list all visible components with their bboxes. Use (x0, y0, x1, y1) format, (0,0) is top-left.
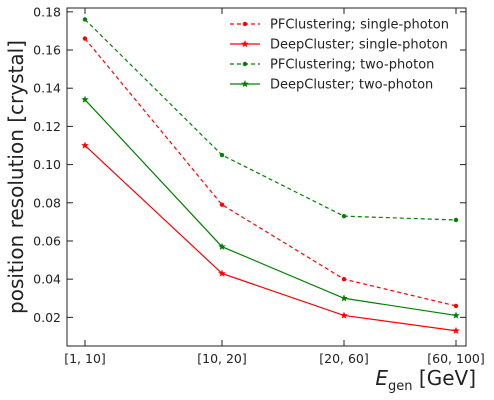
data-point (218, 269, 226, 277)
legend-label: DeepCluster; single-photon (270, 38, 448, 53)
legend-marker (241, 40, 249, 48)
x-axis-label-symbol: E (375, 366, 388, 390)
series-line (84, 38, 457, 307)
data-point (219, 152, 225, 158)
y-axis-label: position resolution [crystal] (4, 40, 28, 314)
data-point (340, 311, 348, 319)
legend-marker (242, 21, 248, 27)
y-tick-label: 0.16 (33, 43, 61, 58)
y-tick-label: 0.08 (33, 195, 61, 210)
legend-item: PFClustering; two-photon (230, 58, 434, 73)
data-point (341, 213, 347, 219)
x-axis: [1, 10] [10, 20] [20, 60] [60, 100] (64, 8, 485, 366)
y-tick-label: 0.06 (33, 233, 61, 248)
x-tick-label: [20, 60] (319, 351, 369, 366)
x-axis-label-unit: [GeV] (413, 366, 476, 390)
series-4 (81, 95, 460, 319)
x-axis-label: Egen [GeV] (375, 366, 476, 394)
y-tick-label: 0.02 (33, 310, 61, 325)
data-point (453, 303, 459, 309)
x-tick-label: [60, 100] (427, 351, 484, 366)
data-point (452, 326, 460, 334)
legend-label: PFClustering; single-photon (270, 18, 449, 33)
y-tick-label: 0.12 (33, 119, 61, 134)
series-line (84, 145, 457, 332)
y-axis: 0.02 0.04 0.06 0.08 0.10 0.12 0.14 0.16 0.18 (33, 4, 466, 325)
legend: PFClustering; single-photon DeepCluster; … (230, 18, 449, 93)
legend-label: PFClustering; two-photon (270, 58, 434, 73)
legend-item: DeepCluster; two-photon (230, 78, 433, 93)
series-line (84, 99, 457, 317)
series-line (84, 19, 457, 221)
y-tick-label: 0.10 (33, 157, 61, 172)
x-tick-label: [10, 20] (197, 351, 247, 366)
legend-item: DeepCluster; single-photon (230, 38, 448, 53)
data-point (452, 311, 460, 319)
legend-label: DeepCluster; two-photon (270, 78, 433, 93)
y-tick-label: 0.14 (33, 81, 61, 96)
y-tick-label: 0.18 (33, 4, 61, 19)
x-axis-label-subscript: gen (388, 379, 413, 394)
y-tick-label: 0.04 (33, 272, 61, 287)
data-point (81, 141, 89, 149)
data-point (82, 36, 88, 41)
data-point (219, 202, 225, 207)
data-point (82, 17, 88, 22)
legend-marker (241, 80, 249, 88)
axes-frame (66, 7, 467, 347)
data-point (81, 95, 89, 103)
plot-area (81, 17, 460, 334)
data-point (218, 242, 226, 250)
legend-marker (242, 61, 248, 67)
legend-item: PFClustering; single-photon (230, 18, 449, 33)
data-point (340, 294, 348, 302)
x-tick-label: [1, 10] (64, 351, 106, 366)
series-1 (82, 36, 459, 309)
data-point (453, 217, 459, 223)
series-3 (82, 17, 459, 223)
data-point (341, 276, 347, 282)
series-2 (81, 141, 460, 334)
